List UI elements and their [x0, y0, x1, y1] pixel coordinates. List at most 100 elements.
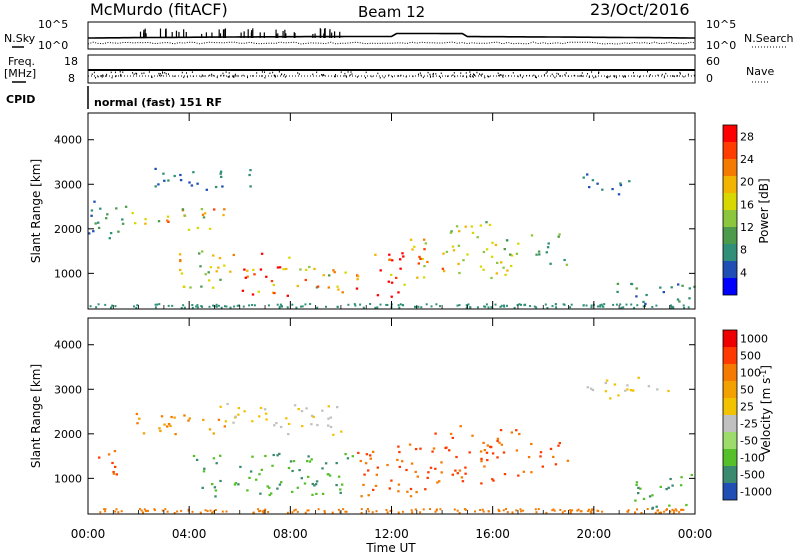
echo-cell [286, 511, 289, 514]
echo-cell [658, 511, 661, 514]
echo-cell [90, 214, 93, 217]
echo-cell [295, 306, 298, 309]
echo-cell [601, 188, 604, 191]
echo-cell [276, 487, 279, 490]
echo-cell [359, 303, 362, 306]
echo-cell [232, 421, 235, 424]
echo-cell [183, 414, 186, 417]
noise-search-series [87, 41, 696, 45]
echo-cell [243, 410, 246, 413]
echo-cell [196, 182, 199, 185]
freq-dot [481, 73, 483, 75]
echo-cell [285, 267, 288, 271]
freq-dot [159, 73, 161, 75]
echo-cell [546, 307, 549, 309]
freq-dot [158, 74, 160, 77]
echo-cell [395, 276, 398, 279]
echo-cell [95, 306, 98, 309]
echo-cell [296, 284, 299, 288]
echo-cell [565, 263, 569, 266]
echo-cell [298, 469, 301, 472]
echo-cell [604, 390, 608, 393]
echo-cell [633, 306, 636, 309]
freq-dot [432, 73, 434, 76]
freq-dot [649, 74, 651, 76]
echo-cell [481, 508, 484, 511]
echo-cell [304, 303, 307, 306]
echo-cell [363, 473, 366, 476]
echo-cell [99, 207, 102, 210]
echo-cell [486, 444, 489, 447]
echo-cell [515, 429, 518, 432]
echo-cell [599, 305, 602, 308]
freq-dot [133, 73, 135, 75]
cpid-label: CPID [6, 93, 35, 106]
echo-cell [163, 423, 166, 426]
echo-cell [398, 465, 401, 468]
echo-cell [506, 304, 508, 307]
echo-cell [337, 508, 340, 511]
freq-dot [162, 72, 164, 74]
echo-cell [166, 425, 169, 428]
freq-dot [120, 73, 122, 76]
freq-dot [623, 76, 625, 78]
echo-cell [482, 441, 485, 444]
echo-cell [115, 207, 118, 210]
echo-cell [360, 508, 363, 511]
freq-dot [200, 75, 202, 78]
freq-dot [136, 73, 138, 75]
echo-cell [309, 303, 312, 305]
echo-cell [308, 460, 312, 463]
freq-dot [683, 76, 685, 78]
echo-cell [682, 304, 685, 307]
echo-cell [179, 259, 182, 263]
echo-cell [484, 305, 487, 308]
echo-cell [276, 266, 280, 269]
echo-cell [273, 292, 276, 295]
echo-cell [307, 509, 310, 512]
echo-cell [509, 253, 512, 256]
echo-cell [195, 305, 198, 308]
echo-cell [234, 415, 237, 418]
echo-cell [344, 510, 347, 513]
echo-cell [272, 283, 275, 287]
freq-dot [105, 75, 107, 77]
time-axis-label: Time UT [365, 541, 416, 554]
freq-dot [91, 73, 93, 75]
echo-cell [669, 510, 672, 513]
echo-cell [278, 483, 282, 486]
freq-dot [665, 72, 667, 75]
echo-cell [419, 511, 422, 514]
echo-cell [678, 511, 681, 514]
echo-cell [270, 280, 274, 283]
y-tick-label: 3000 [54, 383, 82, 396]
echo-cell [336, 305, 339, 308]
echo-cell [223, 208, 226, 211]
echo-cell [233, 305, 236, 308]
echo-cell [535, 511, 538, 514]
echo-cell [173, 174, 176, 178]
freq-dot [470, 73, 472, 76]
echo-cell [397, 304, 400, 307]
echo-cell [482, 510, 485, 513]
echo-cell [321, 409, 324, 412]
echo-cell [503, 304, 505, 307]
echo-cell [169, 424, 172, 427]
echo-cell [602, 305, 605, 308]
echo-cell [636, 508, 638, 511]
echo-cell [372, 488, 375, 491]
echo-cell [487, 510, 490, 513]
echo-cell [258, 473, 261, 476]
colorbar-tick-label: 100 [740, 367, 761, 380]
echo-cell [591, 179, 595, 182]
echo-cell [458, 230, 461, 233]
echo-cell [667, 389, 670, 393]
freq-dot [521, 76, 523, 79]
echo-cell [469, 306, 472, 309]
echo-cell [491, 452, 495, 455]
echo-cell [403, 283, 406, 286]
freq-dot [143, 72, 145, 74]
echo-cell [200, 305, 203, 307]
echo-cell [251, 420, 254, 423]
echo-cell [327, 286, 330, 289]
